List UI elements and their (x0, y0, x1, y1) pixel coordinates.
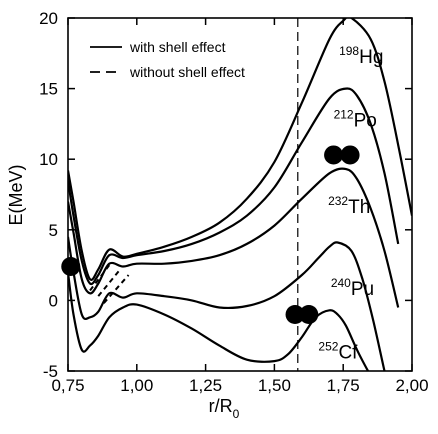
nucleus-mass-number: 232 (328, 194, 348, 208)
nucleus-label-232Th: 232Th (328, 194, 370, 218)
nucleus-mass-number: 198 (339, 44, 359, 58)
curve-198Hg (68, 18, 412, 281)
x-tick-label-5: 2,00 (395, 376, 428, 395)
x-axis-title-subscript: 0 (233, 407, 240, 421)
y-tick-label-1: 0 (49, 291, 58, 310)
scission-dots (61, 145, 360, 325)
x-tick-label-1: 1,00 (120, 376, 153, 395)
scission-dot-1 (324, 145, 344, 165)
y-axis-title: E(MeV) (6, 164, 26, 225)
x-tick-label-4: 1,75 (327, 376, 360, 395)
x-tick-label-0: 0,75 (51, 376, 84, 395)
y-tick-label-4: 15 (39, 80, 58, 99)
no-shell-dashed-stroke-2 (103, 274, 130, 304)
scission-dot-2 (340, 145, 360, 165)
nucleus-label-240Pu: 240Pu (331, 276, 374, 300)
nucleus-element-symbol: Pu (351, 279, 374, 300)
nucleus-label-198Hg: 198Hg (339, 44, 383, 68)
nucleus-mass-number: 252 (318, 339, 338, 353)
y-tick-label-2: 5 (49, 221, 58, 240)
curve-252Cf (68, 272, 369, 371)
y-tick-label-5: 20 (39, 9, 58, 28)
plot-frame (67, 17, 413, 372)
nucleus-label-212Po: 212Po (334, 108, 377, 132)
curve-240Pu (68, 236, 386, 371)
y-tick-label-0: -5 (43, 362, 58, 381)
legend-label-with-shell: with shell effect (129, 39, 226, 55)
axis-ticks (67, 17, 413, 372)
scission-dot-4 (299, 305, 319, 325)
nucleus-element-symbol: Th (348, 197, 370, 218)
nucleus-element-symbol: Hg (359, 47, 383, 68)
legend-label-without-shell: without shell effect (129, 64, 245, 80)
nucleus-mass-number: 240 (331, 276, 351, 290)
y-tick-labels: -5 0 5 10 15 20 (39, 9, 58, 381)
curve-232Th (68, 167, 400, 308)
legend: with shell effect without shell effect (90, 39, 245, 80)
nucleus-labels: 198Hg 212Po 232Th 240Pu 252Cf (318, 44, 383, 363)
nucleus-element-symbol: Po (354, 111, 377, 132)
x-tick-label-3: 1,50 (258, 376, 291, 395)
x-axis-title-main: r/R (209, 396, 233, 416)
x-tick-label-2: 1,25 (189, 376, 222, 395)
scission-dot-0 (61, 257, 81, 277)
curve-212Po (68, 87, 400, 286)
nucleus-mass-number: 212 (334, 108, 354, 122)
nucleus-element-symbol: Cf (338, 342, 358, 363)
x-tick-labels: 0,75 1,00 1,25 1,50 1,75 2,00 (51, 376, 428, 395)
no-shell-dashed-stroke-1 (97, 268, 122, 297)
energy-curves (68, 18, 412, 371)
x-axis-title: r/R0 (209, 396, 240, 421)
nucleus-label-252Cf: 252Cf (318, 339, 358, 363)
scission-dot-3 (285, 305, 305, 325)
y-tick-label-3: 10 (39, 150, 58, 169)
